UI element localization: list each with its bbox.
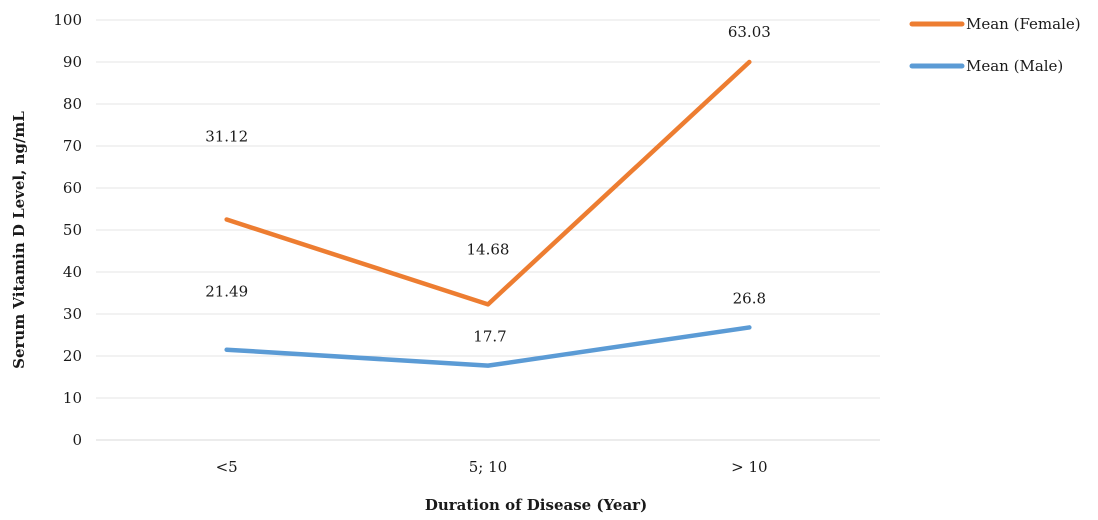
data-label-female: 31.12: [205, 128, 248, 146]
y-tick-label: 60: [63, 179, 82, 197]
x-tick-labels: <5 5; 10 > 10: [216, 458, 768, 476]
gridlines: [96, 19, 880, 399]
y-tick-label: 90: [63, 53, 82, 71]
series-lines: [224, 59, 752, 368]
y-axis-title: Serum Vitamin D Level, ng/mL: [10, 111, 28, 369]
y-tick-label: 0: [72, 431, 82, 449]
data-labels: 31.12 14.68 63.03 21.49 17.7 26.8: [205, 23, 771, 346]
legend-label-male: Mean (Male): [966, 57, 1063, 75]
data-label-male: 21.49: [205, 283, 248, 301]
legend-label-female: Mean (Female): [966, 15, 1081, 33]
data-label-male: 26.8: [733, 289, 766, 307]
legend: Mean (Female) Mean (Male): [909, 15, 1081, 75]
x-tick-label: > 10: [731, 458, 767, 476]
y-tick-label: 70: [63, 137, 82, 155]
y-tick-label: 20: [63, 347, 82, 365]
x-axis-title: Duration of Disease (Year): [425, 496, 647, 514]
series-line-female: [224, 59, 752, 307]
legend-item-male: Mean (Male): [909, 57, 1063, 75]
data-label-male: 17.7: [473, 328, 506, 346]
y-tick-labels: 0 10 20 30 40 50 60 70 80 90 100: [53, 11, 82, 449]
data-label-female: 63.03: [728, 23, 771, 41]
y-tick-label: 40: [63, 263, 82, 281]
x-tick-label: 5; 10: [469, 458, 507, 476]
y-tick-label: 50: [63, 221, 82, 239]
y-tick-label: 30: [63, 305, 82, 323]
y-tick-label: 80: [63, 95, 82, 113]
legend-item-female: Mean (Female): [909, 15, 1081, 33]
x-tick-label: <5: [216, 458, 238, 476]
series-line-male: [224, 325, 752, 368]
y-tick-label: 10: [63, 389, 82, 407]
data-label-female: 14.68: [467, 240, 510, 258]
y-tick-label: 100: [53, 11, 82, 29]
